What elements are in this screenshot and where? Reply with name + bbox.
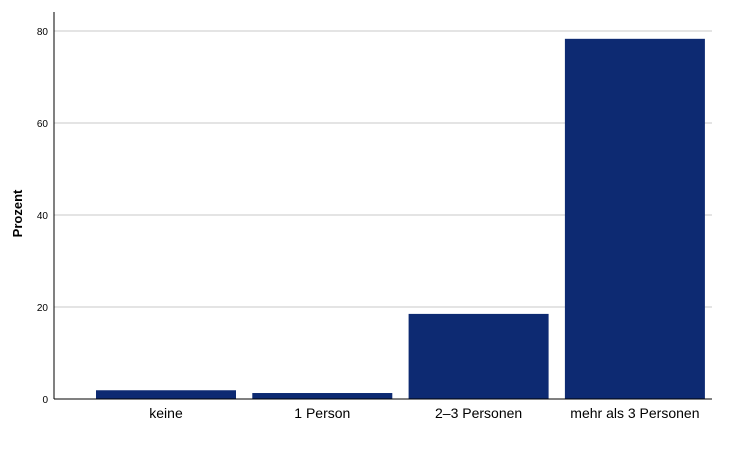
y-tick-label: 40 <box>37 211 49 222</box>
x-tick-label: 1 Person <box>294 405 350 421</box>
x-tick-label: mehr als 3 Personen <box>570 405 699 421</box>
bar <box>408 313 549 399</box>
bar <box>96 390 236 399</box>
x-tick-label: 2–3 Personen <box>435 405 522 421</box>
y-tick-label: 60 <box>37 119 49 130</box>
bars-layer <box>96 38 705 399</box>
y-axis-label: Prozent <box>10 189 25 237</box>
y-tick-labels: 0 20 40 60 80 <box>37 27 49 406</box>
y-tick-label: 0 <box>42 395 48 406</box>
axes-layer <box>53 12 712 400</box>
y-tick-label: 80 <box>37 27 49 38</box>
x-tick-labels: keine 1 Person 2–3 Personen mehr als 3 Pers… <box>149 405 699 421</box>
bar <box>564 38 705 399</box>
y-tick-label: 20 <box>37 303 49 314</box>
bar <box>252 393 393 399</box>
x-tick-label: keine <box>149 405 183 421</box>
